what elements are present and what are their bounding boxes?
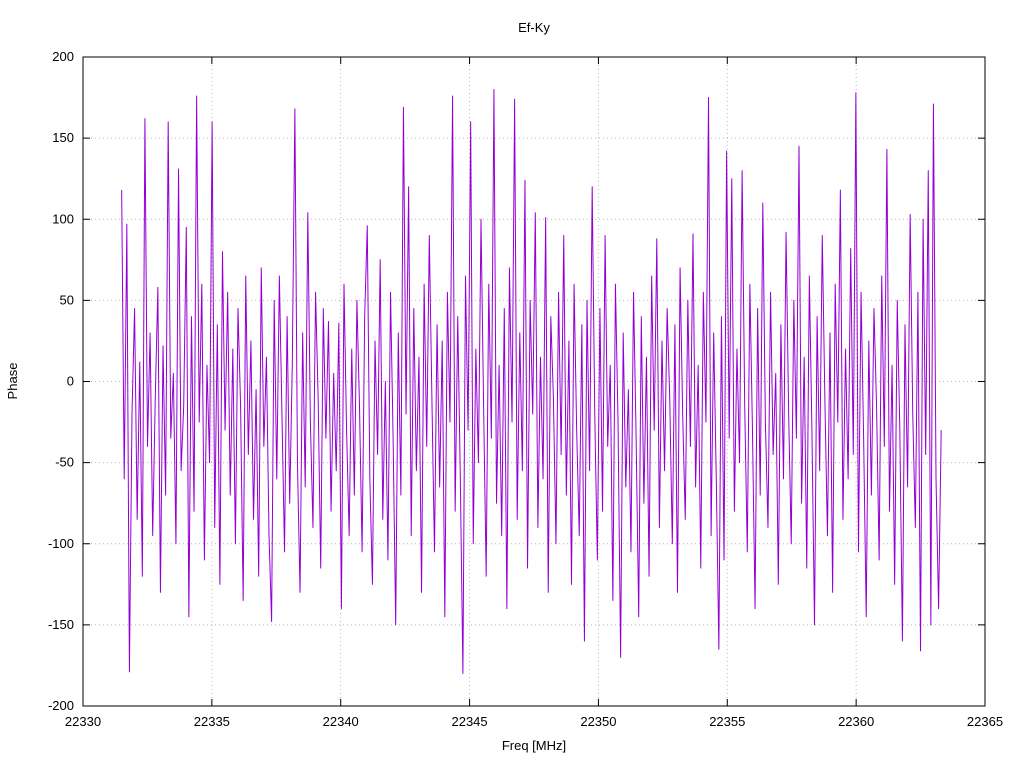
- y-tick-label: 100: [52, 211, 74, 226]
- y-tick-label: -100: [48, 536, 74, 551]
- tick-layer: [82, 56, 986, 707]
- x-tick-label: 22350: [580, 714, 616, 729]
- tick-labels: 22330 22335 22340 22345 22350 22355 22360 22365…: [48, 49, 1003, 729]
- series-layer: [121, 88, 942, 675]
- x-tick-label: 22360: [838, 714, 874, 729]
- y-tick-label: 50: [60, 292, 74, 307]
- x-tick-label: 22355: [709, 714, 745, 729]
- y-tick-label: 150: [52, 130, 74, 145]
- y-tick-label: -200: [48, 698, 74, 713]
- y-tick-label: -150: [48, 617, 74, 632]
- x-tick-label: 22365: [967, 714, 1003, 729]
- series-line: [121, 88, 942, 675]
- y-tick-label: 200: [52, 49, 74, 64]
- y-tick-label: 0: [67, 374, 74, 389]
- y-axis-label: Phase: [5, 363, 20, 400]
- y-tick-label: -50: [55, 455, 74, 470]
- x-tick-label: 22335: [194, 714, 230, 729]
- x-tick-label: 22345: [451, 714, 487, 729]
- x-tick-label: 22340: [323, 714, 359, 729]
- chart-title: Ef-Ky: [518, 20, 550, 35]
- x-axis-label: Freq [MHz]: [502, 738, 566, 753]
- x-tick-label: 22330: [65, 714, 101, 729]
